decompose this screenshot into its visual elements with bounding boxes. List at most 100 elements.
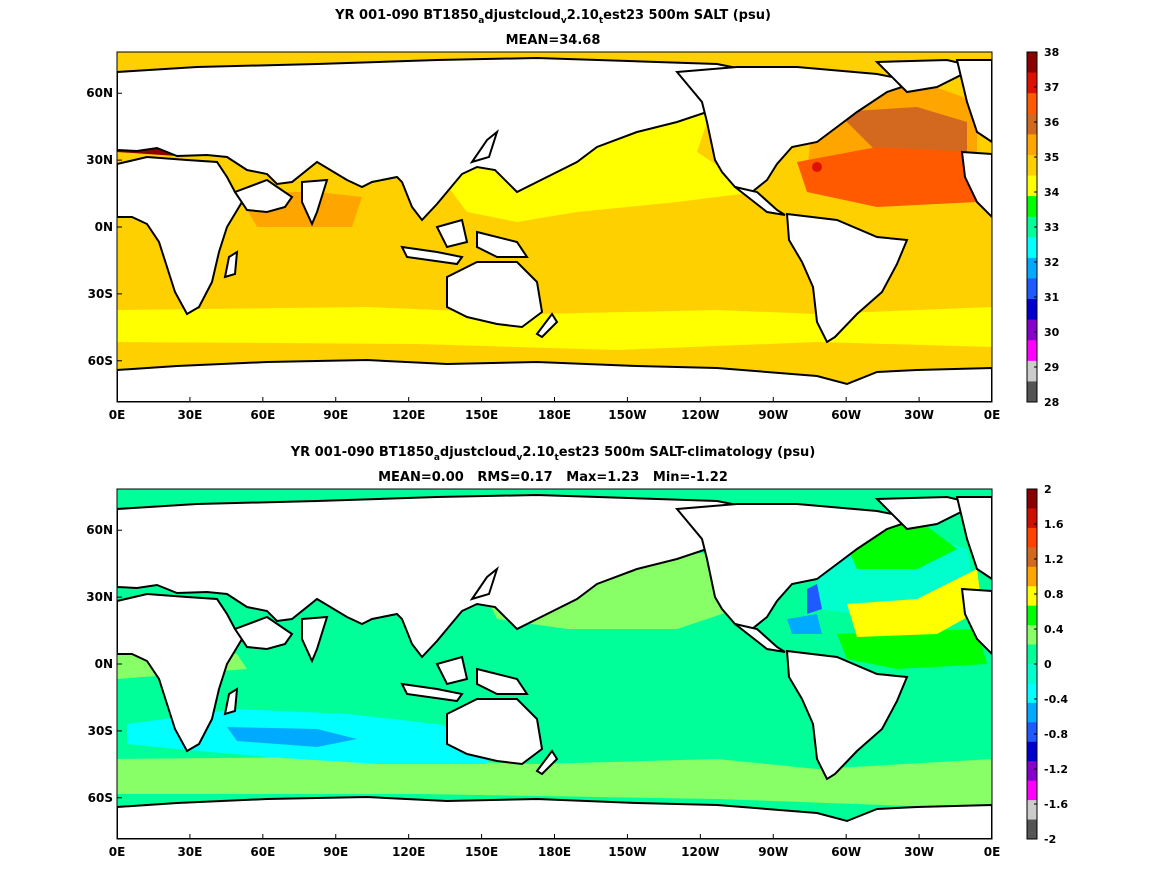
colorbar-swatch	[1027, 257, 1037, 279]
colorbar-swatch	[1027, 196, 1037, 218]
colorbar-swatch	[1027, 52, 1037, 74]
lon-tick-label: 0E	[984, 408, 1001, 422]
colorbar-label: 1.2	[1044, 553, 1064, 566]
atlantic-yellow	[847, 569, 982, 637]
lon-tick-label: 0E	[109, 408, 126, 422]
atlantic-red-core	[812, 162, 822, 172]
colorbar-label: 30	[1044, 326, 1060, 339]
colorbar-swatch	[1027, 625, 1037, 646]
lon-tick-label: 60W	[831, 845, 861, 859]
lat-tick-label: 0N	[95, 657, 113, 671]
atlantic-green-east	[837, 629, 987, 669]
colorbar-swatch	[1027, 175, 1037, 197]
colorbar-swatch	[1027, 134, 1037, 156]
colorbar-swatch	[1027, 527, 1037, 548]
colorbar-swatch	[1027, 819, 1037, 840]
lon-tick-label: 90W	[758, 408, 788, 422]
colorbar-label: -0.4	[1044, 693, 1068, 706]
panel-salinity-stats: MEAN=34.68	[506, 33, 601, 48]
lon-axis: 0E 30E 60E 90E 120E 150E 180E 150W 120W 90W 60W 30W…	[109, 397, 1001, 422]
lat-tick-label: 60N	[86, 86, 113, 100]
colorbar-swatch	[1027, 722, 1037, 743]
colorbar-swatch	[1027, 547, 1037, 568]
lon-tick-label: 120E	[392, 845, 425, 859]
colorbar-swatch	[1027, 683, 1037, 704]
colorbar-label: -0.8	[1044, 728, 1068, 741]
colorbar: 38 37 36 35 34 33 32 31 30 29 28	[1026, 46, 1060, 409]
lon-tick-label: 90E	[323, 408, 348, 422]
colorbar: 2 1.6 1.2 0.8 0.4 0 -0.4 -0.8 -1.2 -1.6 -2	[1026, 483, 1068, 846]
colorbar-label: 31	[1044, 291, 1059, 304]
colorbar-swatch	[1027, 566, 1037, 587]
colorbar-label: 1.6	[1044, 518, 1064, 531]
colorbar-swatch	[1027, 741, 1037, 762]
lon-tick-label: 0E	[984, 845, 1001, 859]
lon-tick-label: 60E	[250, 845, 275, 859]
lon-tick-label: 30E	[177, 408, 202, 422]
colorbar-label: 38	[1044, 46, 1059, 59]
colorbar-label: -2	[1044, 833, 1056, 846]
lat-tick-label: 30N	[86, 590, 113, 604]
colorbar-swatch	[1027, 72, 1037, 94]
gulfstream-skyblue	[787, 614, 822, 634]
colorbar-swatch	[1027, 319, 1037, 341]
panel-anomaly-stats: MEAN=0.00 RMS=0.17 Max=1.23 Min=-1.22	[378, 470, 728, 485]
panel-salinity: YR 001-090 BT1850adjustcloudv2.10test23 …	[86, 8, 1059, 422]
atlantic-rust	[837, 107, 967, 152]
lat-tick-label: 30S	[88, 724, 113, 738]
colorbar-swatch	[1027, 113, 1037, 135]
colorbar-label: 35	[1044, 151, 1059, 164]
colorbar-swatch	[1027, 489, 1037, 509]
lat-tick-label: 60S	[88, 354, 113, 368]
colorbar-label: 28	[1044, 396, 1059, 409]
colorbar-swatch	[1027, 702, 1037, 723]
lat-tick-label: 60N	[86, 523, 113, 537]
gulfstream-blue	[807, 584, 822, 614]
colorbar-label: -1.2	[1044, 763, 1068, 776]
colorbar-label: 36	[1044, 116, 1060, 129]
colorbar-label: 0	[1044, 658, 1052, 671]
colorbar-label: -1.6	[1044, 798, 1068, 811]
colorbar-label: 29	[1044, 361, 1059, 374]
colorbar-swatch	[1027, 605, 1037, 626]
lon-tick-label: 60E	[250, 408, 275, 422]
lon-tick-label: 120E	[392, 408, 425, 422]
lon-tick-label: 0E	[109, 845, 126, 859]
lat-tick-label: 30S	[88, 287, 113, 301]
lon-tick-label: 90W	[758, 845, 788, 859]
anomaly-map	[117, 489, 992, 839]
lon-tick-label: 90E	[323, 845, 348, 859]
atlantic-redorange	[797, 147, 977, 207]
colorbar-label: 37	[1044, 81, 1059, 94]
lat-tick-label: 60S	[88, 791, 113, 805]
lon-tick-label: 180E	[538, 845, 571, 859]
panel-anomaly: YR 001-090 BT1850adjustcloudv2.10test23 …	[86, 445, 1068, 859]
colorbar-swatch	[1027, 340, 1037, 362]
southern-indian-blue	[227, 727, 357, 747]
colorbar-label: 0.8	[1044, 588, 1064, 601]
colorbar-label: 0.4	[1044, 623, 1064, 636]
colorbar-label: 34	[1044, 186, 1060, 199]
colorbar-swatch	[1027, 644, 1037, 665]
colorbar-swatch	[1027, 761, 1037, 782]
colorbar-swatch	[1027, 381, 1037, 403]
lon-tick-label: 30E	[177, 845, 202, 859]
colorbar-swatch	[1027, 216, 1037, 238]
colorbar-swatch	[1027, 154, 1037, 177]
lon-tick-label: 120W	[681, 845, 719, 859]
lon-tick-label: 150W	[608, 408, 646, 422]
colorbar-swatch	[1027, 800, 1037, 821]
lat-axis: 60N 30N 0N 30S 60S	[86, 523, 122, 805]
lat-tick-label: 30N	[86, 153, 113, 167]
lon-tick-label: 150E	[465, 408, 498, 422]
colorbar-swatch	[1027, 664, 1037, 684]
lon-axis: 0E 30E 60E 90E 120E 150E 180E 150W 120W 90W 60W 30W…	[109, 834, 1001, 859]
lon-tick-label: 150W	[608, 845, 646, 859]
lon-tick-label: 30W	[904, 845, 934, 859]
colorbar-swatch	[1027, 780, 1037, 801]
colorbar-label: 2	[1044, 483, 1052, 496]
lon-tick-label: 120W	[681, 408, 719, 422]
lon-tick-label: 60W	[831, 408, 861, 422]
southern-fresh-band	[117, 307, 992, 350]
